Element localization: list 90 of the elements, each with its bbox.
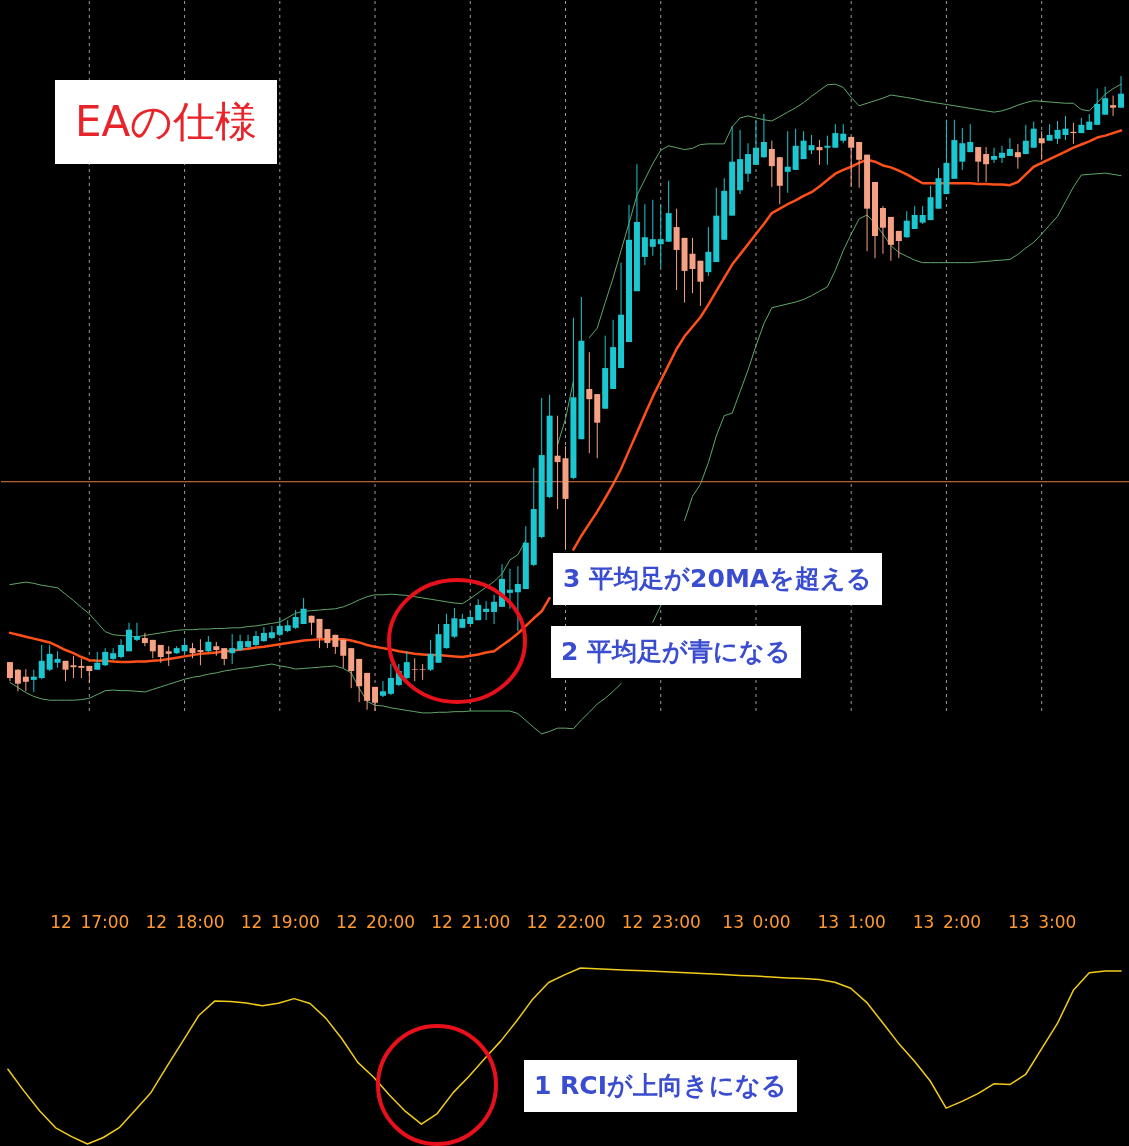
candlestick (348, 647, 355, 689)
candlestick (911, 205, 918, 230)
x-tick-label: 13_2:00 (912, 911, 982, 933)
candlestick (372, 686, 379, 712)
candlestick (697, 260, 704, 307)
candlestick (1118, 75, 1125, 109)
candlestick (705, 226, 712, 277)
candlestick (451, 607, 458, 639)
candlestick (141, 632, 148, 647)
candlestick (903, 210, 910, 239)
candlestick (808, 134, 815, 155)
candlestick (927, 185, 934, 221)
x-tick-label: 12_19:00 (240, 911, 320, 933)
annotation: 3 平均足が20MAを超える (553, 553, 883, 605)
annotation: 1 RCIが上向きになる (524, 1060, 797, 1112)
x-tick-label: 13_0:00 (722, 911, 791, 933)
candlestick (46, 644, 53, 672)
x-tick-label: 12_17:00 (50, 911, 130, 933)
candlestick (649, 199, 656, 257)
x-tick-label: 12_18:00 (145, 911, 225, 933)
candlestick (245, 634, 252, 649)
x-tick-label: 12_20:00 (335, 911, 416, 933)
candlestick (268, 625, 275, 640)
candlestick (419, 663, 426, 681)
candlestick (260, 626, 267, 643)
candlestick (967, 123, 974, 153)
candlestick (292, 609, 299, 630)
candlestick (895, 230, 902, 259)
candlestick (6, 661, 13, 682)
candlestick (586, 351, 593, 454)
candlestick (30, 669, 37, 693)
candlestick (22, 668, 29, 692)
candlestick (514, 565, 521, 632)
candlestick (324, 628, 331, 649)
candlestick (998, 145, 1005, 164)
candlestick (760, 113, 767, 159)
candlestick (832, 123, 839, 149)
x-tick-label: 13_3:00 (1008, 911, 1077, 933)
candlestick (229, 633, 236, 665)
candlestick (38, 644, 45, 680)
candlestick (824, 135, 831, 166)
candlestick (745, 142, 752, 183)
candlestick (879, 205, 886, 255)
candlestick (1038, 130, 1045, 161)
candlestick (848, 136, 855, 188)
candlestick (379, 680, 386, 698)
candlestick (14, 668, 21, 692)
candlestick (165, 645, 172, 667)
x-tick-label: 13_1:00 (817, 911, 886, 933)
candlestick (1110, 95, 1117, 117)
candlestick (1022, 124, 1029, 155)
candlestick (856, 141, 863, 189)
candlestick (483, 600, 490, 621)
candlestick (1102, 86, 1109, 116)
candlestick (959, 127, 966, 171)
candlestick (506, 568, 513, 610)
candlestick (991, 147, 998, 164)
candlestick (387, 663, 394, 696)
candlestick (1030, 121, 1037, 149)
candlestick (78, 658, 85, 679)
candlestick (110, 647, 117, 661)
candlestick (1094, 88, 1101, 126)
candlestick (126, 622, 133, 652)
candlestick (816, 139, 823, 166)
candlestick (427, 639, 434, 672)
candlestick (300, 597, 307, 625)
candlestick (840, 123, 847, 144)
candlestick (983, 146, 990, 183)
x-tick-label: 12_21:00 (431, 911, 511, 933)
candlestick (403, 650, 410, 680)
candlestick (554, 415, 561, 510)
candlestick (411, 657, 418, 682)
candlestick (133, 622, 140, 642)
candlestick (784, 130, 791, 194)
candlestick (975, 146, 982, 183)
candlestick (768, 140, 775, 188)
x-tick-label: 12_22:00 (526, 911, 606, 933)
x-tick-label: 12_23:00 (621, 911, 701, 933)
candlestick (491, 594, 498, 625)
candlestick (641, 203, 648, 266)
annotation: 2 平均足が青になる (551, 626, 802, 678)
candlestick (673, 208, 680, 291)
candlestick (1006, 137, 1013, 157)
candlestick (657, 204, 664, 269)
candlestick (118, 638, 125, 659)
candlestick (800, 130, 807, 160)
candlestick (1014, 143, 1021, 170)
text: EAの仕様 (55, 80, 278, 164)
candlestick (340, 639, 347, 669)
candlestick (752, 120, 759, 166)
